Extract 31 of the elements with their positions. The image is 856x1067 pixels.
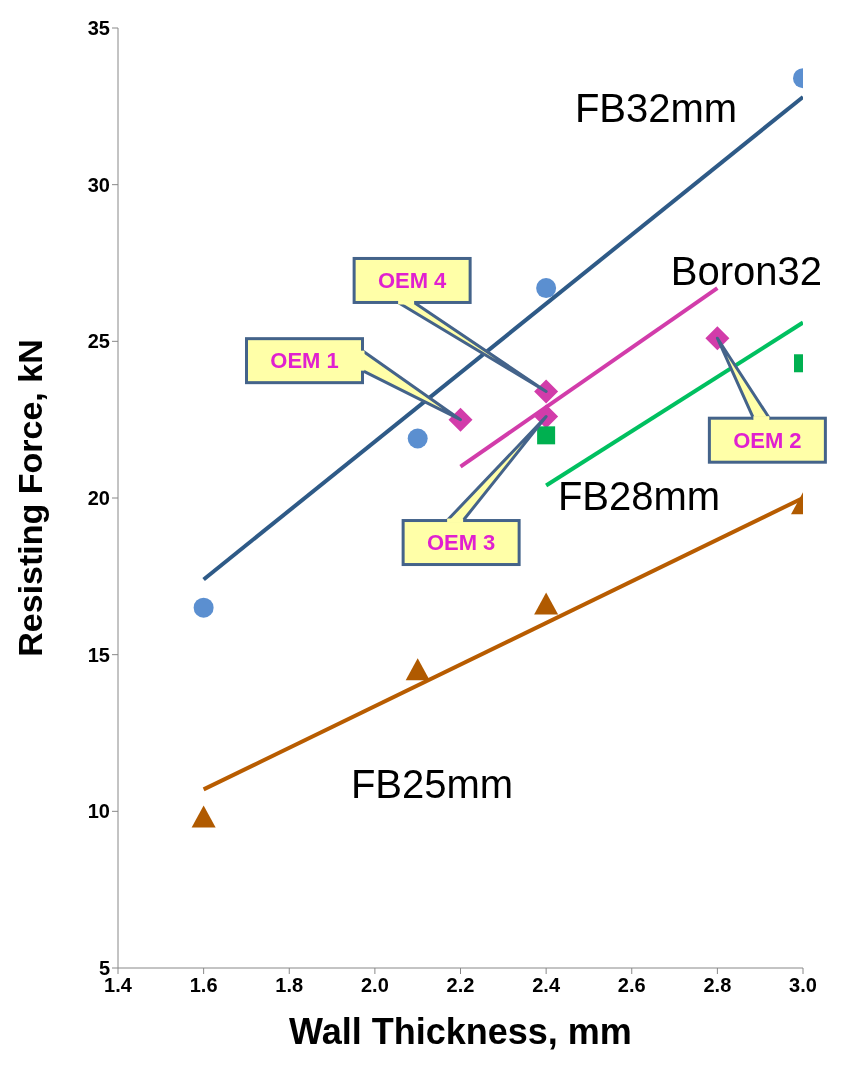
x-tick-label: 2.6 <box>617 974 646 997</box>
annotation: OEM 4 <box>377 267 448 293</box>
x-tick-label: 2.8 <box>703 974 732 997</box>
x-axis-title: Wall Thickness, mm <box>289 1011 632 1052</box>
point <box>405 658 430 681</box>
y-axis-title: Resisting Force, kN <box>11 339 49 657</box>
point <box>193 597 214 618</box>
x-tick-label: 1.8 <box>275 974 304 997</box>
point <box>536 278 557 299</box>
series-label: FB28mm <box>557 473 721 518</box>
series-label: Boron32 <box>670 249 822 294</box>
x-tick-label: 1.6 <box>189 974 218 997</box>
y-tick-label: 20 <box>87 487 110 510</box>
annotation: OEM 1 <box>270 348 339 374</box>
point <box>191 805 216 828</box>
x-tick-label: 3.0 <box>789 974 817 997</box>
x-tick-label: 1.4 <box>104 974 133 997</box>
annotation: OEM 3 <box>426 530 496 556</box>
x-tick-label: 2.2 <box>446 974 475 997</box>
y-tick-label: 35 <box>87 17 110 40</box>
text: FB25mm <box>350 762 514 806</box>
y-tick-label: 30 <box>87 173 110 196</box>
x-tick-label: 2.4 <box>532 974 561 997</box>
x-tick-label: 2.0 <box>360 974 389 997</box>
y-tick-label: 15 <box>87 643 110 666</box>
y-tick-label: 10 <box>87 800 110 823</box>
point <box>534 592 559 615</box>
annotation: OEM 2 <box>733 427 802 453</box>
y-tick-label: 25 <box>87 330 110 353</box>
point <box>407 428 428 449</box>
series-label: FB32mm <box>574 85 738 130</box>
